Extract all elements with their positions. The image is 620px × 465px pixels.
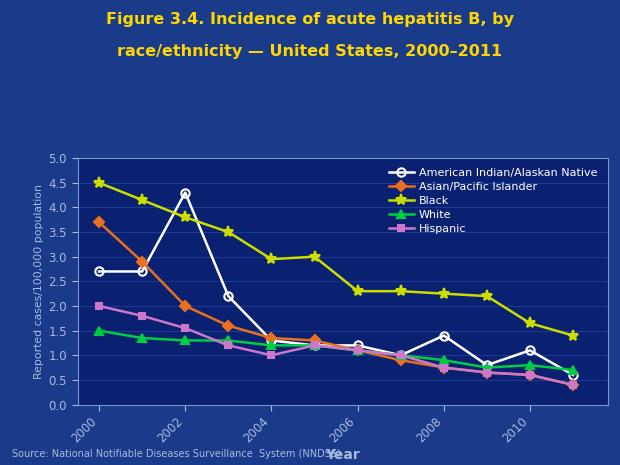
Black [569,333,577,339]
Hispanic [311,343,318,348]
American Indian/Alaskan Native [268,338,275,343]
American Indian/Alaskan Native [397,352,404,358]
American Indian/Alaskan Native [182,190,189,195]
Hispanic [526,372,534,378]
Black [268,256,275,262]
Black [526,320,534,326]
Hispanic [268,352,275,358]
White [397,352,404,358]
White [569,367,577,373]
Line: White: White [95,326,577,374]
Line: Hispanic: Hispanic [95,303,577,388]
X-axis label: Year: Year [325,448,360,462]
Asian/Pacific Islander [182,303,189,309]
Text: Figure 3.4. Incidence of acute hepatitis B, by: Figure 3.4. Incidence of acute hepatitis… [106,12,514,27]
Black [182,214,189,220]
Line: American Indian/Alaskan Native: American Indian/Alaskan Native [95,188,577,379]
Asian/Pacific Islander [224,323,232,328]
Y-axis label: Reported cases/100,000 population: Reported cases/100,000 population [34,184,44,379]
Hispanic [138,313,146,319]
Asian/Pacific Islander [526,372,534,378]
Asian/Pacific Islander [354,347,361,353]
Black [138,197,146,203]
White [526,362,534,368]
American Indian/Alaskan Native [440,333,448,339]
American Indian/Alaskan Native [526,347,534,353]
Hispanic [354,347,361,353]
American Indian/Alaskan Native [569,372,577,378]
White [311,343,318,348]
Asian/Pacific Islander [138,259,146,265]
Hispanic [182,326,189,331]
American Indian/Alaskan Native [224,293,232,299]
Asian/Pacific Islander [95,219,103,225]
American Indian/Alaskan Native [311,343,318,348]
Hispanic [224,343,232,348]
Black [397,288,404,294]
White [354,347,361,353]
Line: Black: Black [94,177,578,341]
Asian/Pacific Islander [483,370,490,375]
White [182,338,189,343]
Hispanic [397,352,404,358]
Hispanic [483,370,490,375]
Asian/Pacific Islander [440,365,448,370]
White [440,358,448,363]
American Indian/Alaskan Native [354,343,361,348]
Asian/Pacific Islander [397,358,404,363]
Hispanic [95,303,103,309]
Black [483,293,490,299]
White [483,365,490,370]
American Indian/Alaskan Native [483,362,490,368]
Asian/Pacific Islander [569,382,577,388]
White [224,338,232,343]
Black [354,288,361,294]
Black [224,229,232,235]
Hispanic [440,365,448,370]
Black [311,254,318,259]
Asian/Pacific Islander [311,338,318,343]
Hispanic [569,382,577,388]
White [95,328,103,333]
Black [440,291,448,297]
White [268,343,275,348]
Text: Source: National Notifiable Diseases Surveillance  System (NNDSS): Source: National Notifiable Diseases Sur… [12,449,341,459]
Black [95,180,103,186]
Asian/Pacific Islander [268,335,275,341]
American Indian/Alaskan Native [95,269,103,274]
White [138,335,146,341]
Line: Asian/Pacific Islander: Asian/Pacific Islander [95,219,577,388]
Legend: American Indian/Alaskan Native, Asian/Pacific Islander, Black, White, Hispanic: American Indian/Alaskan Native, Asian/Pa… [384,164,602,238]
American Indian/Alaskan Native [138,269,146,274]
Text: race/ethnicity — United States, 2000–2011: race/ethnicity — United States, 2000–201… [117,44,503,59]
